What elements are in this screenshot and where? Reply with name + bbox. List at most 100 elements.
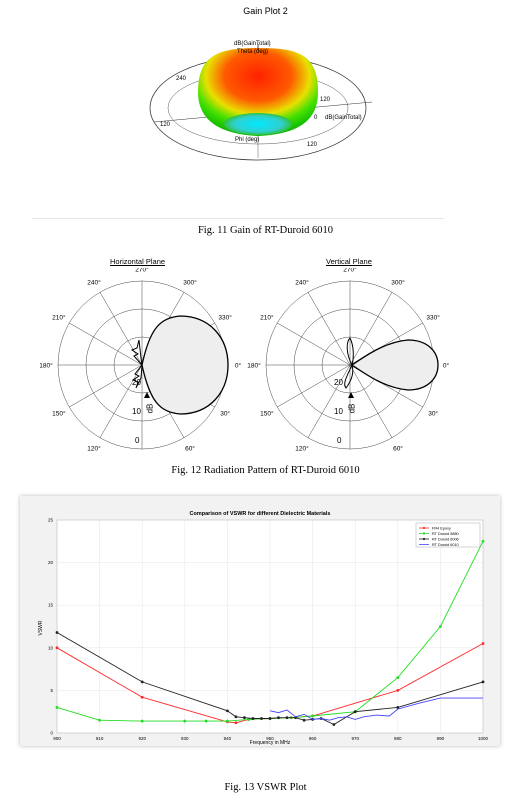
h-spoke-8 [69, 364, 143, 408]
x-tick-label: 900 [53, 736, 61, 741]
h-spoke-7 [99, 364, 143, 438]
x-tick-label: 980 [394, 736, 402, 741]
v-spoke-5 [349, 364, 393, 438]
legend-entry: RT Duroid 6010 [432, 543, 459, 547]
v-radial-20: 20 [334, 378, 343, 387]
label-db-right: dB(GainTotal) [325, 115, 362, 121]
series-point-1 [55, 706, 59, 709]
h-angle-label: 180° [40, 362, 53, 370]
series-point-1 [439, 625, 442, 628]
vertical-polar-plot: 270° 300° 330° 0° 30° 60° 90° 120° 150° 180° 210° 2… [247, 268, 450, 458]
h-angle-label: 120° [87, 445, 101, 453]
h-unit-db: dB [145, 403, 155, 414]
series-point-2 [277, 716, 280, 720]
label-120-bottom: 120 [307, 142, 318, 148]
horizontal-plane-title: Horizontal Plane [110, 257, 166, 266]
v-angle-label: 0° [443, 362, 450, 370]
legend-entry: RT Duroid 6006 [432, 537, 459, 541]
v-spoke-11 [307, 292, 351, 366]
horizontal-pattern-fill [141, 315, 229, 415]
x-tick-label: 950 [266, 736, 274, 741]
h-radial-20: 20 [132, 378, 141, 387]
vertical-backlobe [344, 337, 354, 389]
h-angle-label: 240° [87, 278, 101, 286]
y-tick-label: 10 [48, 645, 54, 650]
caption-divider [32, 218, 444, 219]
y-tick-label: 15 [48, 603, 54, 608]
v-spoke-1 [349, 292, 393, 366]
series-point-2 [396, 706, 400, 709]
series-point-2 [285, 716, 289, 720]
v-angle-label: 120° [295, 445, 309, 453]
series-point-2 [140, 680, 144, 684]
label-0: 0 [314, 115, 318, 121]
chart-title: Comparison of VSWR for different Dielect… [190, 511, 331, 517]
series-point-2 [234, 715, 238, 719]
v-spoke-7 [307, 364, 351, 438]
label-phi: Phi (deg) [235, 137, 260, 143]
x-tick-label: 940 [224, 736, 232, 741]
v-unit-db: dB [347, 403, 357, 414]
h-angle-label: 270° [135, 268, 149, 274]
h-angle-label: 210° [52, 314, 66, 322]
fig12-caption: Fig. 12 Radiation Pattern of RT-Duroid 6… [171, 465, 360, 476]
series-line-2 [56, 632, 484, 726]
v-angle-label: 150° [260, 410, 274, 418]
legend-box [415, 522, 481, 548]
series-point-0 [55, 646, 59, 650]
y-tick-label: 20 [48, 560, 54, 565]
series-line-1 [56, 541, 484, 722]
label-120-right: 120 [320, 97, 331, 103]
series-point-2 [251, 717, 255, 720]
legend-marker [422, 532, 426, 535]
h-spoke-10 [69, 322, 143, 366]
x-tick-label: 960 [309, 736, 317, 741]
x-tick-label: 1000 [478, 736, 489, 741]
h-angle-label: 30° [220, 410, 230, 418]
label-db-top: dB(GainTotal) [234, 41, 271, 47]
v-angle-label: 330° [426, 314, 440, 322]
h-radial-0: 0 [135, 436, 140, 445]
v-angle-label: 60° [393, 445, 403, 453]
series-point-1 [247, 717, 251, 721]
x-tick-label: 930 [181, 736, 189, 741]
series-point-1 [481, 539, 485, 543]
x-tick-label: 920 [138, 736, 146, 741]
h-angle-label: 60° [185, 445, 195, 453]
y-tick-label: 5 [50, 688, 53, 693]
legend-marker [422, 526, 426, 530]
series-point-2 [353, 710, 357, 714]
v-angle-label: 210° [260, 314, 274, 322]
series-point-2 [55, 631, 59, 634]
vertical-pattern-fill [350, 339, 439, 391]
label-120-left: 120 [160, 122, 171, 128]
y-tick-label: 25 [48, 518, 54, 523]
x-tick-label: 970 [351, 736, 359, 741]
v-angle-label: 300° [391, 278, 405, 286]
h-spoke-11 [99, 292, 143, 366]
v-angle-label: 240° [295, 278, 309, 286]
vertical-plane-title: Vertical Plane [326, 257, 372, 266]
x-axis-label: Frequency in MHz [250, 740, 291, 746]
series-point-1 [226, 719, 229, 723]
series-point-1 [140, 719, 144, 723]
h-arrow [144, 392, 150, 398]
label-theta: Theta (deg) [237, 49, 269, 55]
series-point-0 [140, 695, 144, 699]
series-point-1 [183, 719, 187, 723]
fig13-caption: Fig. 13 VSWR Plot [224, 782, 307, 793]
y-tick-label: 0 [50, 731, 53, 736]
h-angle-label: 0° [235, 362, 242, 370]
fig11-caption: Fig. 11 Gain of RT-Duroid 6010 [197, 225, 334, 236]
h-angle-label: 330° [218, 314, 232, 322]
v-radial-10: 10 [334, 407, 343, 416]
v-spoke-10 [277, 322, 351, 366]
vswr-chart: Comparison of VSWR for different Dielect… [38, 511, 489, 746]
horizontal-backlobe [130, 339, 143, 389]
v-arrow [348, 392, 354, 398]
v-radial-0: 0 [337, 436, 342, 445]
legend-entry: FR4 Epoxy [432, 526, 451, 530]
v-angle-label: 180° [247, 362, 261, 370]
series-point-2 [260, 717, 263, 720]
legend-entry: RT Duroid 5880 [432, 532, 459, 536]
